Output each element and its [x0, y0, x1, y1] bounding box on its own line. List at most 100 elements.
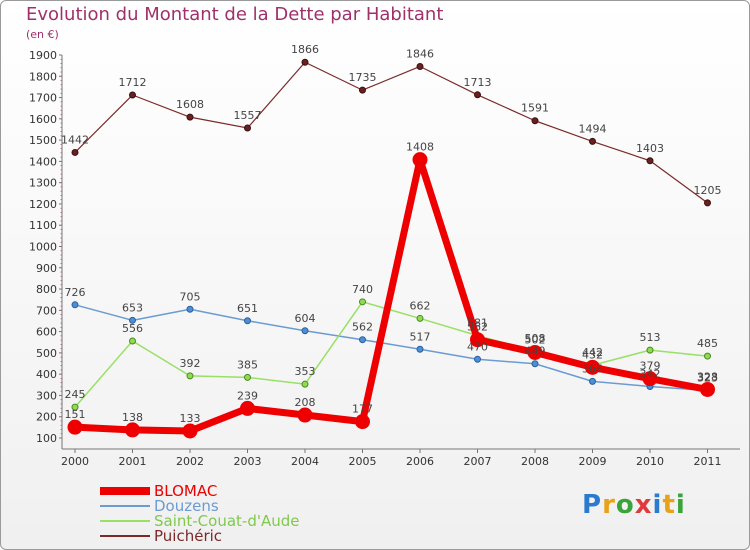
legend-item-blomac: BLOMAC — [100, 482, 360, 500]
legend-label-puicheric: Puichéric — [154, 527, 223, 545]
data-label-blomac: 208 — [295, 396, 316, 409]
series-line-puich-ric — [74, 61, 709, 204]
data-point-blomac — [240, 400, 255, 416]
data-label-puich-ric: 1557 — [234, 109, 262, 122]
data-label-saint-couat-d-aude: 245 — [65, 388, 86, 401]
y-tick-label: 900 — [36, 262, 57, 275]
data-point-douzens — [474, 355, 481, 363]
legend-item-saint-couat: Saint-Couat-d'Aude — [100, 512, 360, 530]
data-label-saint-couat-d-aude: 581 — [467, 317, 488, 330]
x-tick-label: 2003 — [234, 455, 262, 468]
data-point-blomac — [700, 381, 715, 397]
data-label-saint-couat-d-aude: 442 — [582, 346, 603, 359]
y-tick-label: 300 — [36, 389, 57, 402]
series-line-saint-couat-d-aude — [74, 301, 709, 408]
data-label-saint-couat-d-aude: 513 — [640, 331, 661, 344]
y-tick-label: 1800 — [29, 70, 57, 83]
data-label-saint-couat-d-aude: 353 — [295, 365, 316, 378]
y-tick-label: 1300 — [29, 177, 57, 190]
y-tick-label: 1000 — [29, 241, 57, 254]
data-point-douzens — [244, 317, 251, 325]
data-point-puich-ric — [531, 117, 539, 125]
data-point-saint-couat-d-aude — [129, 337, 136, 345]
data-label-douzens: 726 — [65, 286, 86, 299]
y-tick-label: 1100 — [29, 219, 57, 232]
data-label-douzens: 366 — [582, 362, 603, 375]
chart-title: Evolution du Montant de la Dette par Hab… — [26, 4, 444, 25]
x-tick-label: 2011 — [694, 455, 722, 468]
x-tick-label: 2007 — [464, 455, 492, 468]
x-tick-label: 2001 — [119, 455, 147, 468]
data-label-blomac: 432 — [582, 348, 603, 361]
data-point-blomac — [297, 407, 313, 423]
data-label-douzens: 517 — [410, 330, 431, 343]
data-label-saint-couat-d-aude: 740 — [352, 283, 373, 296]
data-label-blomac: 502 — [525, 333, 546, 346]
data-point-puich-ric — [186, 113, 194, 121]
data-label-douzens: 562 — [352, 321, 373, 334]
y-tick-label: 1400 — [29, 155, 57, 168]
x-tick-label: 2004 — [291, 455, 319, 468]
data-point-blomac — [412, 152, 428, 168]
data-point-blomac — [67, 419, 83, 435]
x-tick-label: 2002 — [176, 455, 204, 468]
y-tick-label: 400 — [36, 368, 57, 381]
data-label-blomac: 151 — [65, 408, 86, 421]
data-point-douzens — [186, 305, 194, 313]
x-tick-label: 2000 — [61, 455, 89, 468]
series-line-blomac — [71, 156, 711, 435]
y-tick-label: 1200 — [29, 198, 57, 211]
data-label-douzens: 653 — [122, 301, 143, 314]
data-label-blomac: 562 — [467, 321, 488, 334]
legend-label-douzens: Douzens — [154, 497, 219, 515]
data-label-saint-couat-d-aude: 392 — [180, 357, 201, 370]
x-tick-label: 2010 — [636, 455, 664, 468]
legend-swatch-puicheric — [100, 535, 150, 537]
y-tick-label: 600 — [36, 326, 57, 339]
data-label-douzens: 604 — [295, 312, 316, 325]
data-label-blomac: 379 — [640, 360, 661, 373]
data-label-puich-ric: 1846 — [406, 47, 434, 60]
data-label-puich-ric: 1591 — [521, 102, 549, 115]
legend: BLOMAC Douzens Saint-Couat-d'Aude Puiché… — [100, 482, 360, 545]
y-tick-label: 100 — [36, 432, 57, 445]
data-point-blomac — [355, 414, 370, 430]
data-label-puich-ric: 1608 — [176, 98, 204, 111]
data-label-douzens: 342 — [640, 368, 661, 381]
data-point-saint-couat-d-aude — [704, 352, 711, 360]
legend-item-douzens: Douzens — [100, 497, 360, 515]
data-point-saint-couat-d-aude — [186, 372, 194, 380]
data-point-puich-ric — [646, 157, 654, 165]
data-label-blomac: 328 — [697, 370, 718, 383]
chart-subtitle: (en €) — [26, 28, 59, 41]
data-label-saint-couat-d-aude: 662 — [410, 299, 431, 312]
data-point-douzens — [359, 336, 366, 344]
x-tick-label: 2008 — [521, 455, 549, 468]
data-point-blomac — [585, 359, 600, 375]
y-tick-label: 800 — [36, 283, 57, 296]
data-label-douzens: 449 — [525, 345, 546, 358]
y-tick-label: 1700 — [29, 92, 57, 105]
data-point-douzens — [71, 301, 79, 309]
data-label-puich-ric: 1866 — [291, 43, 319, 56]
data-label-puich-ric: 1403 — [636, 142, 664, 155]
legend-label-blomac: BLOMAC — [154, 482, 218, 500]
y-tick-label: 1500 — [29, 134, 57, 147]
proxiti-logo: Proxiti — [582, 490, 686, 520]
data-label-saint-couat-d-aude: 385 — [237, 358, 258, 371]
data-point-puich-ric — [301, 58, 309, 66]
data-point-blomac — [470, 332, 485, 348]
data-label-puich-ric: 1712 — [119, 76, 147, 89]
data-label-douzens: 470 — [467, 340, 488, 353]
data-point-puich-ric — [589, 137, 596, 145]
data-point-saint-couat-d-aude — [359, 298, 366, 306]
data-label-douzens: 651 — [237, 302, 258, 315]
data-label-puich-ric: 1713 — [464, 76, 492, 89]
data-point-douzens — [301, 327, 309, 335]
x-tick-label: 2006 — [406, 455, 434, 468]
data-label-puich-ric: 1442 — [61, 133, 89, 146]
data-point-saint-couat-d-aude — [71, 403, 79, 411]
data-label-saint-couat-d-aude: 485 — [697, 337, 718, 350]
y-tick-label: 1600 — [29, 113, 57, 126]
